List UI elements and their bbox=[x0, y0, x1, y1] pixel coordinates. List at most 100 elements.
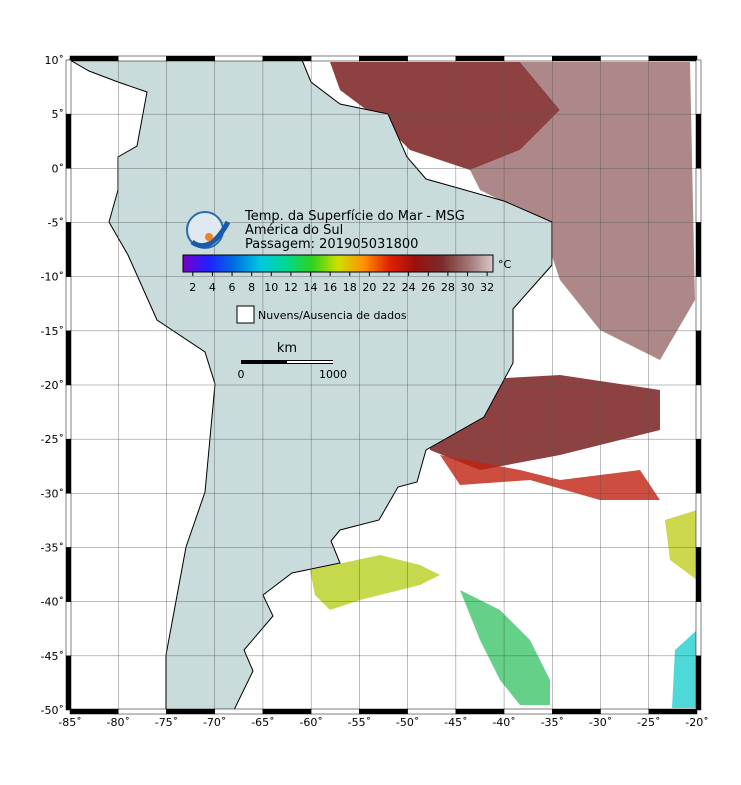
y-tick-label: -50˚ bbox=[41, 704, 64, 717]
frame-segment bbox=[262, 708, 312, 715]
frame-segment bbox=[503, 708, 553, 715]
sst-warm-north bbox=[330, 62, 560, 170]
x-tick-label: -80˚ bbox=[106, 716, 129, 729]
y-tick-label: -30˚ bbox=[41, 487, 64, 500]
frame-segment bbox=[695, 113, 702, 169]
y-tick-label: 5˚ bbox=[52, 108, 65, 121]
y-tick-label: -20˚ bbox=[41, 379, 64, 392]
colorbar-tick-label: 22 bbox=[382, 281, 396, 294]
frame-segment bbox=[600, 708, 650, 715]
frame-segment bbox=[695, 168, 702, 223]
frame-segment bbox=[65, 601, 72, 657]
colorbar-tick-label: 30 bbox=[460, 281, 474, 294]
frame-segment bbox=[600, 55, 650, 62]
frame-segment bbox=[455, 55, 505, 62]
colorbar-tick-label: 26 bbox=[421, 281, 435, 294]
colorbar-unit: °C bbox=[498, 258, 512, 271]
y-tick-label: -35˚ bbox=[41, 542, 64, 555]
frame-segment bbox=[407, 55, 457, 62]
frame-segment bbox=[695, 276, 702, 332]
scale-end: 1000 bbox=[319, 368, 347, 381]
sst-east-cyan bbox=[672, 630, 697, 708]
frame-segment bbox=[648, 708, 698, 715]
frame-segment bbox=[214, 55, 264, 62]
frame-segment bbox=[695, 330, 702, 386]
frame-segment bbox=[65, 655, 72, 711]
colorbar-tick-label: 6 bbox=[229, 281, 236, 294]
sst-red bbox=[440, 455, 660, 500]
frame-segment bbox=[695, 222, 702, 277]
colorbar-tick-label: 8 bbox=[248, 281, 255, 294]
sst-green bbox=[460, 590, 550, 705]
frame-segment bbox=[166, 708, 215, 715]
scale-unit: km bbox=[277, 341, 297, 356]
frame-segment bbox=[117, 55, 167, 62]
colorbar-tick-label: 18 bbox=[343, 281, 357, 294]
frame-segment bbox=[695, 547, 702, 602]
colorbar-tick-label: 28 bbox=[441, 281, 455, 294]
y-tick-label: -10˚ bbox=[41, 271, 64, 284]
frame-segment bbox=[455, 708, 505, 715]
frame-segment bbox=[65, 113, 72, 169]
frame-segment bbox=[65, 168, 72, 223]
frame-segment bbox=[65, 222, 72, 277]
frame-segment bbox=[214, 708, 264, 715]
y-tick-label: 0˚ bbox=[52, 162, 65, 175]
frame-segment bbox=[117, 708, 167, 715]
colorbar bbox=[182, 254, 494, 273]
y-tick-label: -5˚ bbox=[48, 217, 64, 230]
frame-segment bbox=[648, 55, 698, 62]
colorbar-tick-label: 20 bbox=[362, 281, 376, 294]
colorbar-tick-label: 16 bbox=[323, 281, 337, 294]
frame-segment bbox=[65, 59, 72, 115]
frame-segment bbox=[695, 384, 702, 440]
colorbar-tick-label: 2 bbox=[189, 281, 196, 294]
frame-segment bbox=[359, 55, 408, 62]
sst-east-yellow bbox=[665, 510, 697, 580]
logo bbox=[186, 211, 231, 249]
x-tick-label: -60˚ bbox=[299, 716, 322, 729]
frame-segment bbox=[65, 384, 72, 440]
x-tick-label: -85˚ bbox=[58, 716, 81, 729]
x-tick-label: -65˚ bbox=[251, 716, 274, 729]
colorbar-tick-label: 32 bbox=[480, 281, 494, 294]
frame-segment bbox=[310, 55, 360, 62]
y-tick-label: -25˚ bbox=[41, 433, 64, 446]
x-tick-label: -20˚ bbox=[685, 716, 708, 729]
frame-segment bbox=[407, 708, 457, 715]
x-tick-label: -70˚ bbox=[203, 716, 226, 729]
x-tick-label: -30˚ bbox=[589, 716, 612, 729]
legend-swatch bbox=[236, 305, 255, 324]
x-tick-label: -35˚ bbox=[541, 716, 564, 729]
frame-segment bbox=[695, 493, 702, 548]
x-tick-label: -50˚ bbox=[396, 716, 419, 729]
y-tick-label: -15˚ bbox=[41, 325, 64, 338]
frame-segment bbox=[65, 493, 72, 548]
colorbar-tick-label: 4 bbox=[209, 281, 216, 294]
frame-segment bbox=[65, 330, 72, 386]
colorbar-tick-label: 12 bbox=[284, 281, 298, 294]
colorbar-tick-label: 24 bbox=[402, 281, 416, 294]
frame-segment bbox=[695, 59, 702, 115]
x-tick-label: -55˚ bbox=[348, 716, 371, 729]
frame-segment bbox=[65, 276, 72, 332]
frame-segment bbox=[65, 438, 72, 494]
x-tick-label: -75˚ bbox=[155, 716, 178, 729]
frame-segment bbox=[65, 547, 72, 602]
scale-bar bbox=[287, 361, 333, 363]
colorbar-tick-label: 10 bbox=[264, 281, 278, 294]
colorbar-tick-label: 14 bbox=[304, 281, 318, 294]
sst-cool-north bbox=[470, 62, 695, 360]
frame-segment bbox=[503, 55, 553, 62]
frame-segment bbox=[262, 55, 312, 62]
frame-segment bbox=[359, 708, 408, 715]
x-tick-label: -45˚ bbox=[444, 716, 467, 729]
frame-segment bbox=[166, 55, 215, 62]
frame-segment bbox=[552, 55, 601, 62]
frame-segment bbox=[69, 708, 119, 715]
y-tick-label: -45˚ bbox=[41, 650, 64, 663]
x-tick-label: -40˚ bbox=[492, 716, 515, 729]
frame-segment bbox=[695, 601, 702, 657]
title-line: Temp. da Superfície do Mar - MSG bbox=[244, 209, 465, 224]
